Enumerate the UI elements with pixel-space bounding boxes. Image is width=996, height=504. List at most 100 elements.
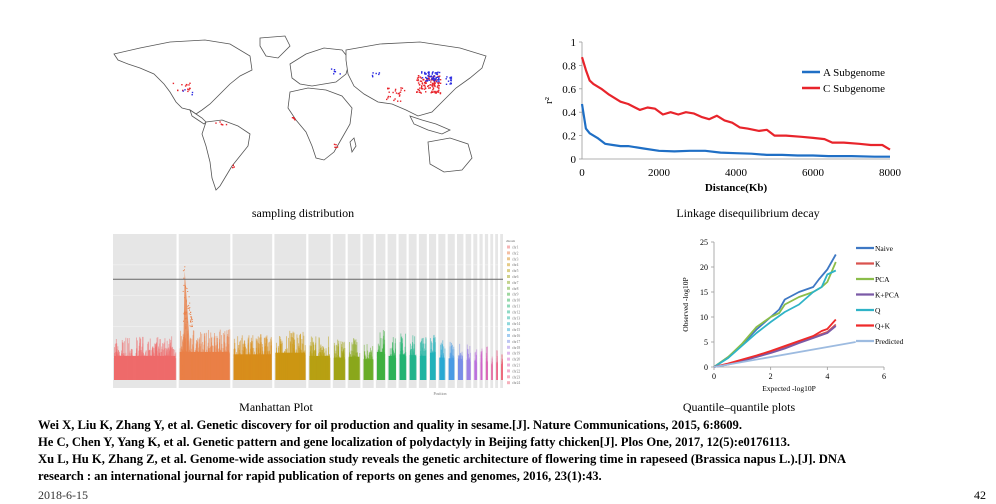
sample-point xyxy=(418,91,420,93)
snp-column xyxy=(452,344,453,380)
legend-swatch xyxy=(507,280,510,284)
panel-background xyxy=(438,234,446,388)
series-line-q-k xyxy=(713,318,837,368)
legend-label: chr24 xyxy=(512,381,520,385)
snp-column xyxy=(281,354,283,380)
snp-column xyxy=(162,349,164,380)
sample-point xyxy=(445,78,447,80)
sample-point xyxy=(445,83,448,85)
snp-column xyxy=(318,337,320,380)
snp-column xyxy=(141,346,143,380)
series-line-c-subgenome xyxy=(580,56,891,151)
snp-point xyxy=(184,266,186,268)
snp-column xyxy=(200,353,202,380)
legend-swatch xyxy=(507,275,510,278)
sample-point xyxy=(425,87,427,90)
legend-swatch xyxy=(507,245,510,249)
panel-background xyxy=(479,234,483,388)
sampling-distribution-map xyxy=(113,35,487,191)
snp-column xyxy=(371,352,372,380)
sample-point xyxy=(432,77,434,79)
y-tick-label: 0 xyxy=(704,363,708,372)
snp-column xyxy=(414,357,415,380)
snp-column xyxy=(256,353,258,380)
snp-column xyxy=(423,351,425,380)
legend-label: PCA xyxy=(875,275,890,284)
legend-swatch xyxy=(507,381,510,385)
snp-column xyxy=(441,359,442,380)
snp-column xyxy=(403,356,405,380)
snp-column xyxy=(401,344,403,380)
y-tick-label: 1 xyxy=(571,37,577,49)
snp-column xyxy=(297,354,299,380)
snp-column xyxy=(287,354,289,380)
sample-point xyxy=(393,99,395,102)
snp-column xyxy=(253,356,255,380)
snp-column xyxy=(172,357,174,380)
sample-point xyxy=(424,73,426,75)
sample-point xyxy=(416,77,419,79)
sample-point xyxy=(333,70,336,73)
snp-column xyxy=(377,354,379,380)
chromosome-panel-chr10 xyxy=(387,234,397,388)
sample-point xyxy=(429,84,431,86)
legend-label: chr11 xyxy=(512,305,520,309)
sample-point xyxy=(378,72,381,74)
snp-column xyxy=(383,352,385,380)
chromosome-panel-chr8 xyxy=(362,234,374,388)
snp-point xyxy=(191,324,193,326)
snp-column xyxy=(481,353,483,380)
sample-point xyxy=(432,79,434,81)
snp-column xyxy=(343,353,345,380)
snp-column xyxy=(160,352,162,380)
snp-column xyxy=(458,360,459,380)
sample-point xyxy=(336,146,339,148)
snp-column xyxy=(148,350,149,380)
sample-point xyxy=(439,79,442,81)
y-tick-label: 0.6 xyxy=(562,84,576,96)
sample-point xyxy=(423,79,425,81)
snp-column xyxy=(140,339,142,380)
y-tick-label: 10 xyxy=(700,313,708,322)
snp-column xyxy=(143,352,144,380)
sample-point xyxy=(219,121,221,123)
snp-column xyxy=(491,356,493,380)
snp-column xyxy=(390,355,391,380)
snp-column xyxy=(289,353,291,380)
sample-point xyxy=(436,80,438,83)
snp-column xyxy=(268,352,270,380)
sample-point xyxy=(188,89,190,91)
snp-point xyxy=(183,284,185,286)
snp-column xyxy=(210,350,212,380)
sample-point xyxy=(400,89,402,91)
sample-point xyxy=(435,73,437,75)
snp-column xyxy=(122,342,124,380)
sample-point xyxy=(421,82,423,84)
sample-point xyxy=(333,69,336,71)
legend-label: chr6 xyxy=(512,275,519,279)
snp-column xyxy=(165,350,167,380)
sample-point xyxy=(427,75,429,77)
legend-label: chr1 xyxy=(512,246,519,250)
sample-point xyxy=(182,90,184,92)
sample-point xyxy=(423,84,425,87)
snp-column xyxy=(392,348,393,380)
legend-label: chr18 xyxy=(512,346,520,350)
x-tick-label: 4000 xyxy=(725,167,748,179)
legend-label: chr12 xyxy=(512,310,520,314)
snp-peak xyxy=(182,270,192,380)
sample-point xyxy=(450,83,452,85)
snp-column xyxy=(378,345,380,380)
snp-column xyxy=(123,353,125,380)
snp-column xyxy=(370,347,371,380)
sample-point xyxy=(431,78,433,81)
snp-column xyxy=(263,355,265,380)
sample-point xyxy=(416,79,418,81)
legend-swatch xyxy=(507,369,510,373)
sample-point xyxy=(387,95,390,98)
sample-point xyxy=(436,86,439,88)
snp-column xyxy=(315,357,317,380)
snp-column xyxy=(337,346,339,380)
snp-column xyxy=(223,334,225,380)
